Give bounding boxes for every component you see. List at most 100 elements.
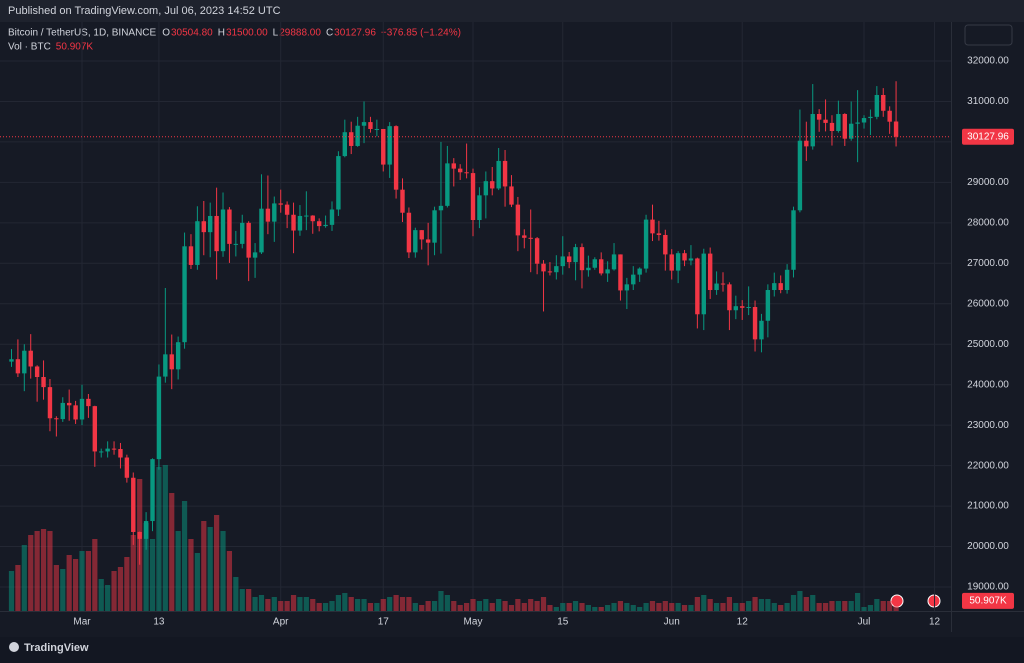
y-tick-label: 22000.00 <box>967 460 1009 471</box>
volume-bar <box>226 551 233 611</box>
candle-body <box>381 128 386 165</box>
volume-bar <box>60 569 66 611</box>
volume-bar <box>361 599 367 611</box>
volume-bar <box>79 551 85 611</box>
volume-bar <box>810 595 816 611</box>
candle-body <box>496 160 501 189</box>
candle-body <box>829 122 835 131</box>
toolbar-button[interactable] <box>964 24 1013 46</box>
published-note: Published on TradingView.com, Jul 06, 20… <box>8 5 281 17</box>
candle-body <box>624 284 630 291</box>
x-tick-label: 12 <box>929 617 941 628</box>
candle-body <box>464 172 469 174</box>
candle-body <box>9 359 14 362</box>
volume-bar <box>637 607 643 611</box>
x-tick-label: May <box>464 617 483 628</box>
candle-body <box>534 238 540 264</box>
candle-body <box>22 350 27 374</box>
candle-body <box>342 132 348 157</box>
volume-bar <box>278 601 284 611</box>
volume-bar <box>149 539 156 611</box>
candle-body <box>765 290 771 321</box>
volume-bar <box>656 603 662 611</box>
volume-key: Vol · BTC <box>8 42 51 53</box>
volume-bar <box>797 591 803 611</box>
candle-body <box>111 448 117 450</box>
candle-body <box>86 398 91 407</box>
candle-body <box>272 203 277 222</box>
candle-body <box>201 221 206 233</box>
candle-body <box>547 271 553 273</box>
candle-body <box>143 521 149 539</box>
candle-body <box>573 247 578 263</box>
candle-body <box>156 376 162 460</box>
last-volume-label: 50.907K <box>969 595 1007 606</box>
volume-bar <box>457 605 463 611</box>
candle-body <box>586 267 591 271</box>
volume-bar <box>790 595 797 611</box>
candle-body <box>836 114 841 131</box>
volume-bar <box>521 603 527 611</box>
volume-bar <box>335 595 341 611</box>
candle-body <box>720 283 726 285</box>
y-tick-label: 32000.00 <box>967 56 1009 67</box>
volume-bar <box>508 605 515 611</box>
volume-bar <box>572 601 579 611</box>
volume-bar <box>746 601 752 611</box>
volume-bar <box>489 603 495 611</box>
volume-bar <box>8 571 15 611</box>
x-tick-label: 13 <box>153 617 165 628</box>
volume-value: 50.907K <box>56 42 94 53</box>
candle-body <box>669 254 674 271</box>
ohlc-key: H <box>218 28 225 39</box>
volume-bar <box>771 603 777 611</box>
x-tick-label: Jun <box>664 617 680 628</box>
candle-body <box>92 406 98 452</box>
candle-body <box>60 402 65 420</box>
volume-bar <box>284 601 290 611</box>
volume-bar <box>239 589 245 611</box>
volume-bar <box>303 597 309 611</box>
candle-body <box>791 210 796 270</box>
volume-bar <box>367 603 374 611</box>
volume-bar <box>553 607 559 611</box>
volume-bar <box>874 599 880 611</box>
candle-body <box>893 121 899 137</box>
y-tick-label: 29000.00 <box>967 177 1009 188</box>
volume-bar <box>322 603 329 611</box>
candle-body <box>522 235 527 238</box>
volume-bar <box>855 593 861 611</box>
volume-bar <box>713 603 720 611</box>
candle-body <box>28 350 33 367</box>
volume-bar <box>348 597 354 611</box>
candle-body <box>304 215 309 217</box>
candle-body <box>483 181 489 196</box>
x-tick-label: Mar <box>73 617 91 628</box>
event-icon[interactable] <box>927 594 941 608</box>
candle-body <box>105 448 110 452</box>
volume-bar <box>502 601 508 611</box>
candle-body <box>727 284 732 311</box>
volume-bar <box>181 501 188 611</box>
candle-body <box>631 274 636 285</box>
candle-body <box>701 253 706 315</box>
candle-body <box>695 258 700 315</box>
volume-bar <box>540 597 547 611</box>
volume-bar <box>669 603 675 611</box>
x-tick-label: Jul <box>858 617 871 628</box>
volume-bar <box>887 601 893 611</box>
candle-body <box>131 477 136 532</box>
candle-body <box>169 354 174 370</box>
volume-bar <box>662 601 668 611</box>
candle-body <box>560 256 565 267</box>
volume-bar <box>694 597 700 611</box>
volume-bar <box>265 599 271 611</box>
candle-body <box>470 173 476 221</box>
candle-body <box>887 110 892 122</box>
volume-bar <box>688 605 694 611</box>
volume-bar <box>701 595 707 611</box>
volume-bar <box>585 605 591 611</box>
volume-bar <box>98 579 104 611</box>
volume-bar <box>534 601 540 611</box>
candle-body <box>810 114 815 147</box>
